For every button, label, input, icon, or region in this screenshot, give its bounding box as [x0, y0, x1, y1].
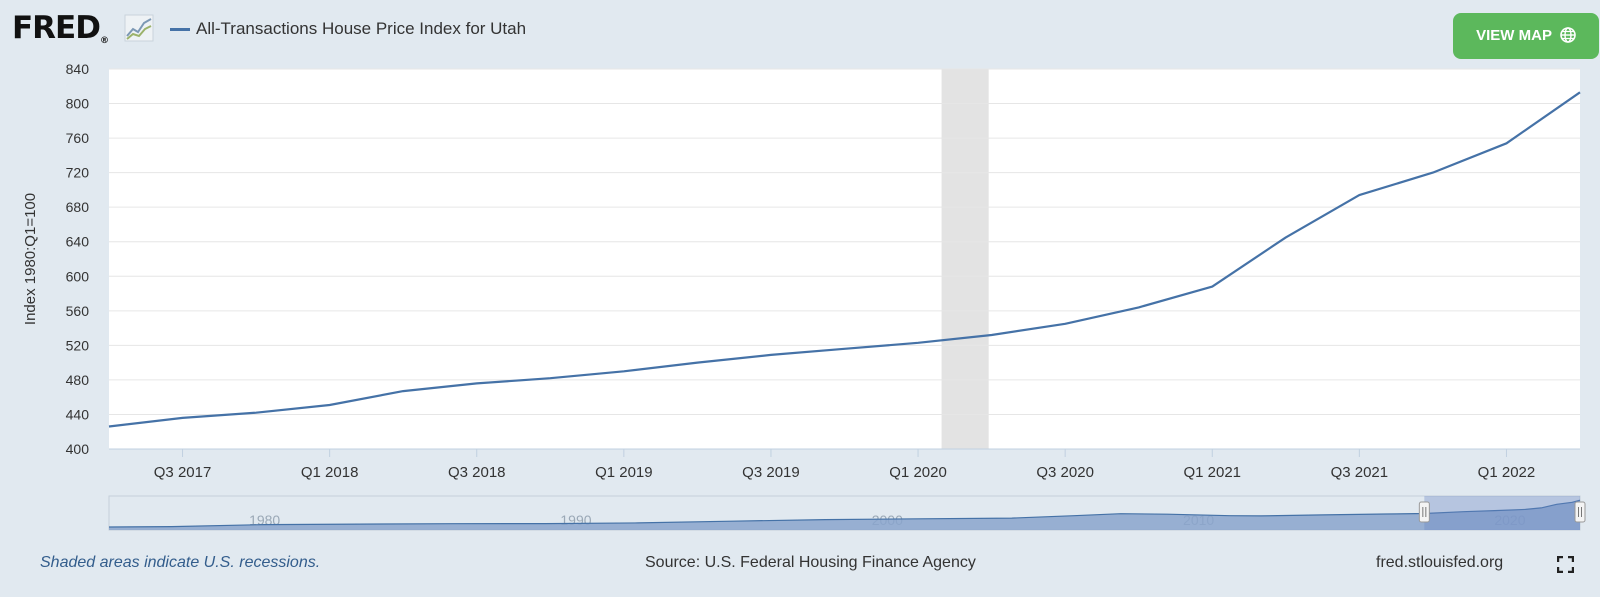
y-tick-label: 520	[66, 337, 90, 353]
x-tick-label: Q3 2020	[1036, 464, 1094, 481]
y-tick-label: 560	[66, 303, 90, 319]
y-tick-label: 800	[66, 96, 90, 112]
x-tick-label: Q3 2017	[154, 464, 212, 481]
navigator-area	[109, 500, 1580, 530]
legend-line-swatch	[170, 28, 190, 31]
x-tick-label: Q1 2018	[301, 464, 359, 481]
fred-logo[interactable]: FRED®	[12, 10, 109, 46]
x-tick-label: Q3 2018	[448, 464, 506, 481]
y-tick-label: 840	[66, 61, 90, 77]
y-tick-label: 720	[66, 165, 90, 181]
legend-label: All-Transactions House Price Index for U…	[196, 19, 527, 38]
x-tick-label: Q3 2019	[742, 464, 800, 481]
y-tick-label: 600	[66, 268, 90, 284]
x-tick-label: Q1 2021	[1183, 464, 1241, 481]
navigator-selection	[1424, 496, 1580, 530]
x-tick-label: Q1 2020	[889, 464, 947, 481]
fred-graph-logo-icon	[124, 14, 154, 42]
x-tick-label: Q3 2021	[1331, 464, 1389, 481]
navigator-handle-right[interactable]	[1574, 501, 1586, 523]
view-map-button[interactable]: VIEW MAP	[1453, 13, 1599, 59]
y-tick-label: 680	[66, 199, 90, 215]
source-text: Source: U.S. Federal Housing Finance Age…	[645, 554, 976, 571]
handle-body	[1418, 501, 1430, 523]
view-map-label: VIEW MAP	[1476, 27, 1552, 44]
line-chart: 400 440 480 520 560 600 640 680 720 760 800 840 Q3 2…	[22, 61, 1586, 531]
navigator-handle-left[interactable]	[1418, 501, 1430, 523]
series-line	[108, 91, 1581, 428]
site-link[interactable]: fred.stlouisfed.org	[1376, 554, 1504, 571]
navigator-line	[108, 499, 1581, 528]
logo-registered-mark: ®	[99, 36, 109, 46]
y-tick-label: 400	[66, 441, 90, 457]
y-tick-label: 760	[66, 130, 90, 146]
y-tick-label: 480	[66, 372, 90, 388]
logo-text: FRED	[12, 10, 101, 46]
globe-icon	[1560, 27, 1576, 43]
fullscreen-icon[interactable]	[1557, 556, 1574, 573]
y-tick-label: 640	[66, 234, 90, 250]
plot-area	[109, 69, 1580, 449]
recession-band	[941, 69, 989, 449]
handle-body	[1574, 501, 1586, 523]
x-tick-label: Q1 2019	[595, 464, 653, 481]
chart-header: FRED® All-Transactions House Price Index…	[0, 0, 1600, 62]
x-tick-label: Q1 2022	[1478, 464, 1536, 481]
y-tick-label: 440	[66, 406, 90, 422]
y-axis-title: Index 1980:Q1=100	[22, 193, 39, 325]
recession-note: Shaded areas indicate U.S. recessions.	[40, 554, 321, 571]
